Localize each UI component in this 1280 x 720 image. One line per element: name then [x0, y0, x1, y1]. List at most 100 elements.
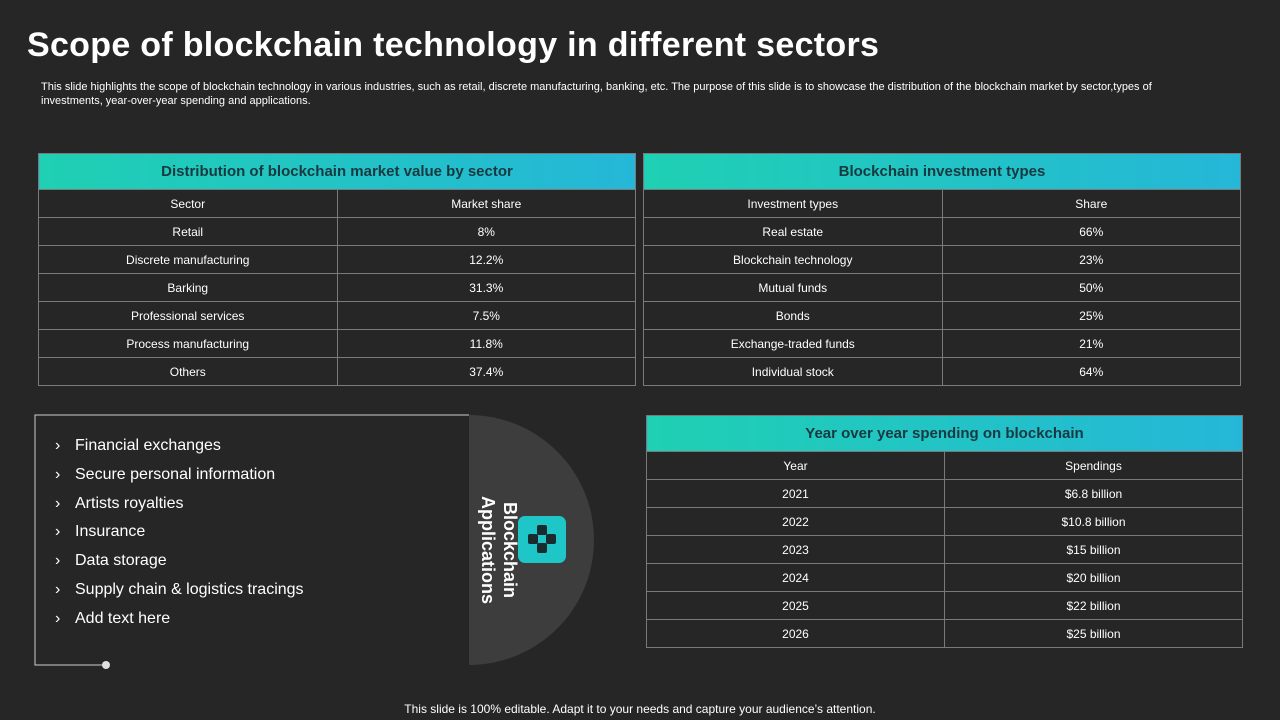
icon — [528, 525, 556, 553]
frame-line — [34, 414, 469, 666]
chevron: › — [55, 580, 61, 598]
table-title: Year over year spending on blockchain — [646, 415, 1243, 452]
dot — [102, 661, 110, 669]
cell: 66% — [941, 217, 1241, 246]
cell: Real estate — [643, 217, 943, 246]
item-text: Insurance — [75, 523, 146, 541]
column-header: Sector — [38, 189, 338, 218]
cell: Others — [38, 357, 338, 386]
cell: Discrete manufacturing — [38, 245, 338, 274]
cell: 21% — [941, 329, 1241, 358]
table-title: Distribution of blockchain market value … — [38, 153, 636, 190]
icon-bg — [518, 516, 566, 563]
cell: Barking — [38, 273, 338, 302]
cell: 2025 — [646, 591, 945, 620]
item-text: Secure personal information — [75, 465, 276, 483]
table: Blockchain investment types Investment ty… — [643, 153, 1241, 386]
cell: 7.5% — [336, 301, 636, 330]
column-header: Market share — [336, 189, 636, 218]
header-row: Blockchain investment types — [643, 153, 1241, 190]
row: Blockchain technology 23% — [643, 245, 1241, 274]
item-text: Data storage — [75, 552, 167, 570]
item-text: Financial exchanges — [75, 437, 221, 454]
cell: Blockchain technology — [643, 245, 943, 274]
column-row: Year Spendings — [646, 451, 1243, 480]
row: Retail 8% — [38, 217, 636, 246]
column-row: Sector Market share — [38, 189, 636, 218]
cell: 11.8% — [336, 329, 636, 358]
table: Distribution of blockchain market value … — [38, 153, 636, 386]
row: Mutual funds 50% — [643, 273, 1241, 302]
list-item: › Artists royalties — [55, 492, 304, 521]
cell: 2026 — [646, 619, 945, 648]
cell: $20 billion — [944, 563, 1243, 592]
footer: This slide is 100% editable. Adapt it to… — [404, 702, 876, 716]
item-text: Add text here — [75, 609, 171, 627]
table-title: Blockchain investment types — [643, 153, 1241, 190]
column-header: Investment types — [643, 189, 943, 218]
cell: $6.8 billion — [944, 479, 1243, 508]
chevron: › — [55, 494, 61, 512]
item-text: Artists royalties — [75, 494, 184, 512]
title: Scope of blockchain technology in differ… — [27, 26, 880, 64]
cell: Bonds — [643, 301, 943, 330]
column-header: Year — [646, 451, 945, 480]
list-item: › Insurance — [55, 520, 304, 549]
description: This slide highlights the scope of block… — [41, 81, 1152, 107]
item-text: Supply chain & logistics tracings — [75, 580, 304, 598]
list-item: › Financial exchanges — [55, 434, 304, 463]
cell: Process manufacturing — [38, 329, 338, 358]
list-item: › Data storage — [55, 549, 304, 578]
cell: Professional services — [38, 301, 338, 330]
cell: 50% — [941, 273, 1241, 302]
list-item: › Supply chain & logistics tracings — [55, 578, 304, 607]
cell: Exchange-traded funds — [643, 329, 943, 358]
row: 2022 $10.8 billion — [646, 507, 1243, 536]
cell: $25 billion — [944, 619, 1243, 648]
header-row: Year over year spending on blockchain — [646, 415, 1243, 452]
column-header: Share — [941, 189, 1241, 218]
cell: Mutual funds — [643, 273, 943, 302]
cell: 2022 — [646, 507, 945, 536]
header-row: Distribution of blockchain market value … — [38, 153, 636, 190]
cell: 2024 — [646, 563, 945, 592]
row: 2021 $6.8 billion — [646, 479, 1243, 508]
cell: Individual stock — [643, 357, 943, 386]
chevron: › — [55, 465, 61, 483]
row: Individual stock 64% — [643, 357, 1241, 386]
cell: 2023 — [646, 535, 945, 564]
chevron: › — [55, 523, 61, 541]
row: Exchange-traded funds 21% — [643, 329, 1241, 358]
cell: 2021 — [646, 479, 945, 508]
table: Year over year spending on blockchain Yea… — [646, 415, 1243, 648]
row: Others 37.4% — [38, 357, 636, 386]
cell: $15 billion — [944, 535, 1243, 564]
row: Real estate 66% — [643, 217, 1241, 246]
cell: 37.4% — [336, 357, 636, 386]
cell: 31.3% — [336, 273, 636, 302]
chevron: › — [55, 437, 61, 454]
chevron: › — [55, 552, 61, 570]
column-row: Investment types Share — [643, 189, 1241, 218]
applications-label: Blockchain Applications — [478, 495, 520, 604]
chevron: › — [55, 609, 61, 627]
cell: 12.2% — [336, 245, 636, 274]
row: Professional services 7.5% — [38, 301, 636, 330]
row: Process manufacturing 11.8% — [38, 329, 636, 358]
cell: Retail — [38, 217, 338, 246]
applications-list: › Financial exchanges › Secure personal inf… — [55, 434, 304, 636]
row: Bonds 25% — [643, 301, 1241, 330]
row: 2023 $15 billion — [646, 535, 1243, 564]
list-item: › Secure personal information — [55, 463, 304, 492]
cell: 64% — [941, 357, 1241, 386]
cell: 23% — [941, 245, 1241, 274]
cell: $22 billion — [944, 591, 1243, 620]
cell: $10.8 billion — [944, 507, 1243, 536]
cell: 8% — [336, 217, 636, 246]
row: 2026 $25 billion — [646, 619, 1243, 648]
row: Barking 31.3% — [38, 273, 636, 302]
column-header: Spendings — [944, 451, 1243, 480]
row: 2025 $22 billion — [646, 591, 1243, 620]
